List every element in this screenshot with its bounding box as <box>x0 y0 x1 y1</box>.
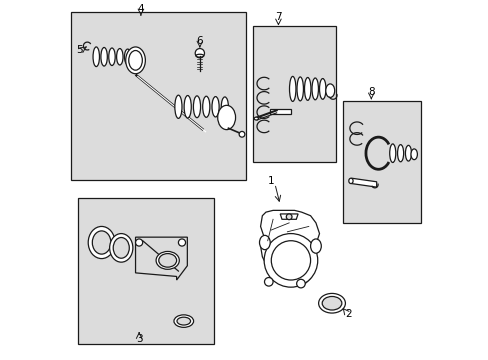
Ellipse shape <box>175 95 182 118</box>
Ellipse shape <box>217 105 235 130</box>
Ellipse shape <box>113 238 129 258</box>
Ellipse shape <box>125 47 145 74</box>
Circle shape <box>239 131 244 137</box>
Bar <box>71 12 246 180</box>
Ellipse shape <box>124 49 131 64</box>
Polygon shape <box>351 178 376 187</box>
Ellipse shape <box>128 50 142 70</box>
Circle shape <box>296 279 305 288</box>
Ellipse shape <box>174 315 193 327</box>
Ellipse shape <box>196 54 203 57</box>
Ellipse shape <box>325 84 334 98</box>
Circle shape <box>178 239 185 246</box>
Ellipse shape <box>203 96 209 117</box>
Ellipse shape <box>177 317 190 325</box>
Ellipse shape <box>254 117 258 120</box>
Bar <box>342 102 421 223</box>
Circle shape <box>264 234 317 287</box>
Text: 2: 2 <box>344 309 351 319</box>
Bar <box>78 198 214 344</box>
Circle shape <box>285 214 291 220</box>
Ellipse shape <box>259 235 270 249</box>
Ellipse shape <box>212 96 219 117</box>
Text: 3: 3 <box>136 334 142 344</box>
Ellipse shape <box>310 239 321 253</box>
Ellipse shape <box>318 293 345 313</box>
Ellipse shape <box>348 178 352 184</box>
Bar <box>253 26 335 162</box>
Ellipse shape <box>319 78 325 99</box>
Ellipse shape <box>93 47 99 67</box>
Bar <box>253 26 335 162</box>
Ellipse shape <box>410 149 417 159</box>
Ellipse shape <box>405 145 411 161</box>
Text: 8: 8 <box>367 87 374 98</box>
Ellipse shape <box>311 78 318 100</box>
Polygon shape <box>280 214 298 219</box>
Ellipse shape <box>304 77 310 100</box>
Ellipse shape <box>184 95 191 118</box>
Circle shape <box>135 239 142 246</box>
Text: 6: 6 <box>196 36 203 46</box>
Ellipse shape <box>156 251 179 269</box>
Ellipse shape <box>109 234 133 262</box>
Polygon shape <box>269 109 290 114</box>
Ellipse shape <box>221 97 228 117</box>
Bar <box>342 102 421 223</box>
Text: 1: 1 <box>267 176 274 186</box>
Text: 4: 4 <box>137 4 144 14</box>
Ellipse shape <box>389 144 395 162</box>
Ellipse shape <box>108 48 115 66</box>
Polygon shape <box>260 210 319 285</box>
Bar <box>78 198 214 344</box>
Ellipse shape <box>159 253 176 267</box>
Ellipse shape <box>296 77 303 101</box>
Ellipse shape <box>88 226 115 258</box>
Text: 7: 7 <box>275 13 281 22</box>
Text: 5: 5 <box>76 45 82 55</box>
Ellipse shape <box>116 49 123 65</box>
Ellipse shape <box>397 145 403 162</box>
Polygon shape <box>135 237 187 280</box>
Ellipse shape <box>289 76 295 102</box>
Ellipse shape <box>193 96 200 118</box>
Ellipse shape <box>322 296 341 310</box>
Circle shape <box>264 278 272 286</box>
Ellipse shape <box>92 231 111 254</box>
Bar <box>71 12 246 180</box>
Circle shape <box>195 49 204 58</box>
Ellipse shape <box>101 48 107 66</box>
